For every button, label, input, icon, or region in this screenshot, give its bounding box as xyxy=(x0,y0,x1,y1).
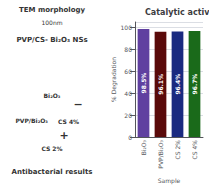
svg-text:98.5%: 98.5% xyxy=(140,73,147,94)
svg-text:CS 2%: CS 2% xyxy=(41,145,62,152)
svg-text:Antibacterial results: Antibacterial results xyxy=(12,168,93,176)
svg-text:−: − xyxy=(73,98,82,111)
svg-text:PVP/Bi₂O₃: PVP/Bi₂O₃ xyxy=(157,139,164,168)
svg-text:Sample: Sample xyxy=(158,177,181,185)
svg-text:PVP/Bi₂O₃: PVP/Bi₂O₃ xyxy=(15,117,48,124)
svg-text:CS 4%: CS 4% xyxy=(58,118,79,125)
svg-text:40: 40 xyxy=(124,90,132,97)
svg-text:80: 80 xyxy=(124,46,132,53)
svg-text:Catalytic activity: Catalytic activity xyxy=(145,8,209,17)
svg-text:+: + xyxy=(59,129,68,142)
svg-text:96.4%: 96.4% xyxy=(174,74,181,95)
svg-text:Bi₂O₃: Bi₂O₃ xyxy=(140,139,147,155)
svg-text:PVP/CS- Bi₂O₃ NSs: PVP/CS- Bi₂O₃ NSs xyxy=(16,36,87,44)
svg-text:0: 0 xyxy=(128,134,132,141)
svg-text:96.7%: 96.7% xyxy=(191,74,198,95)
svg-text:60: 60 xyxy=(124,68,132,75)
svg-text:% Degradation: % Degradation xyxy=(110,57,118,102)
svg-text:20: 20 xyxy=(124,112,132,119)
svg-text:96.1%: 96.1% xyxy=(157,74,164,95)
svg-text:100nm: 100nm xyxy=(41,19,62,26)
svg-text:CS 2%: CS 2% xyxy=(174,140,181,160)
svg-text:Bi₂O₃: Bi₂O₃ xyxy=(44,92,61,99)
svg-text:CS 4%: CS 4% xyxy=(191,140,198,160)
svg-text:TEM morphology: TEM morphology xyxy=(19,6,86,14)
svg-text:100: 100 xyxy=(121,24,133,31)
